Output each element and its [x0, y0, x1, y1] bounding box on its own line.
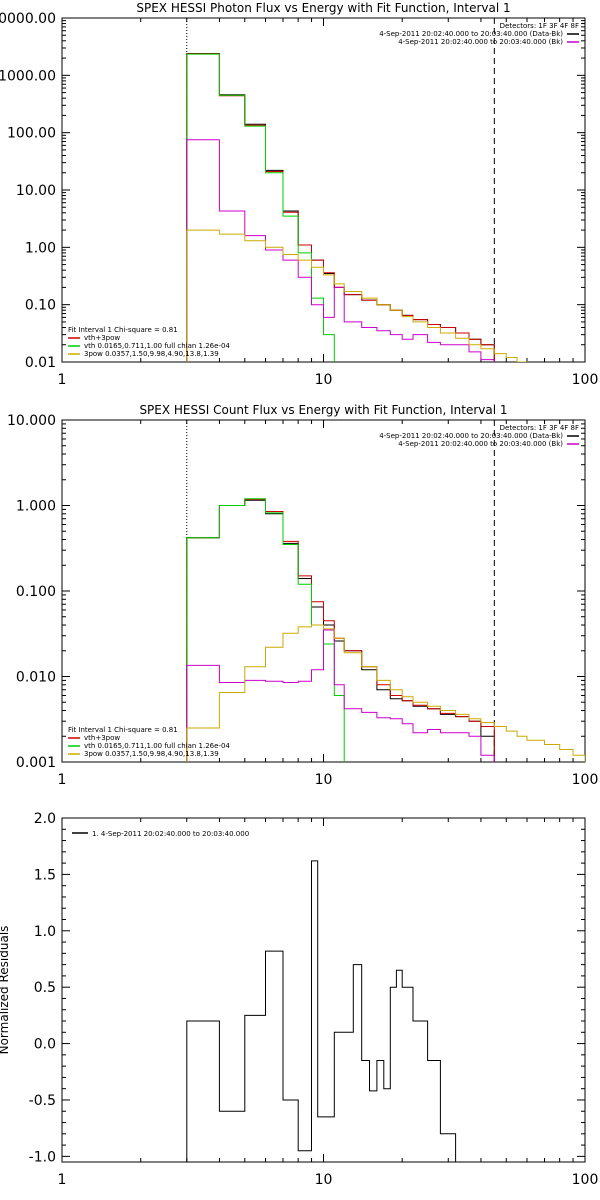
y-tick-label: 10000.00	[0, 11, 56, 27]
data-series-1	[186, 53, 495, 362]
y-axis-label: Normalized Residuals	[0, 926, 11, 1055]
legend-entry: vth 0.0165,0.711,1.00 full chian 1.26e-0…	[84, 342, 230, 350]
y-tick-label: 0.010	[16, 670, 56, 686]
x-tick-label: 100	[572, 372, 599, 388]
legend-entry: 4-Sep-2011 20:02:40.000 to 20:03:40.000 …	[379, 30, 563, 38]
series-group	[186, 53, 545, 362]
chart-title: SPEX HESSI Count Flux vs Energy with Fit…	[139, 403, 507, 417]
y-tick-label: 1.00	[25, 240, 56, 256]
panel-3: Normalized Residuals 1 10 100 -1.0 -0.5 0.0 0.5…	[0, 811, 598, 1188]
x-tick-label: 1	[58, 1172, 67, 1188]
plot-frame	[61, 817, 586, 1163]
y-tick-label: 2.0	[34, 811, 56, 827]
panel-2: SPEX HESSI Count Flux vs Energy with Fit…	[7, 403, 598, 788]
legend-entry: vth+3pow	[84, 734, 120, 742]
legend-entry: 3pow 0.0357,1.50,9.98,4.90,13.8,1.39	[84, 350, 219, 358]
legend-header: Fit Interval 1 Chi-square = 0.81	[68, 326, 178, 334]
y-tick-label: 0.01	[25, 355, 56, 371]
data-series-5	[186, 624, 585, 762]
legend-header: Detectors: 1F 3F 4F 8F	[500, 424, 579, 432]
y-tick-label: 0.0	[34, 1037, 56, 1053]
data-series-1	[186, 499, 495, 762]
y-tick-label: 10.00	[16, 183, 56, 199]
x-tick-label: 10	[315, 372, 333, 388]
series-group	[186, 860, 457, 1162]
x-tick-label: 100	[572, 772, 599, 788]
y-tick-label: 1.000	[16, 499, 56, 515]
legend-entry: vth 0.0165,0.711,1.00 full chian 1.26e-0…	[84, 742, 230, 750]
x-tick-label: 10	[315, 772, 333, 788]
y-tick-label: 0.001	[16, 755, 56, 771]
y-tick-label: 0.5	[34, 980, 56, 996]
legend-header: Detectors: 1F 3F 4F 8F	[500, 22, 579, 30]
data-series-3	[186, 498, 345, 762]
data-series-3	[186, 53, 335, 362]
series-group	[186, 498, 585, 762]
x-tick-label: 10	[315, 1172, 333, 1188]
legend-header: Fit Interval 1 Chi-square = 0.81	[68, 726, 178, 734]
x-tick-label: 1	[58, 372, 67, 388]
data-series-4	[186, 139, 495, 362]
y-tick-label: 1.5	[34, 867, 56, 883]
legend-entry: 1. 4-Sep-2011 20:02:40.000 to 20:03:40.0…	[92, 830, 249, 838]
x-tick-label: 1	[58, 772, 67, 788]
data-series-2	[186, 53, 495, 362]
data-series-4	[186, 629, 495, 762]
y-tick-label: 0.100	[16, 584, 56, 600]
y-tick-label: 100.00	[7, 126, 56, 142]
y-tick-label: 1000.00	[0, 68, 56, 84]
legend-entry: 3pow 0.0357,1.50,9.98,4.90,13.8,1.39	[84, 750, 219, 758]
legend-entry: 4-Sep-2011 20:02:40.000 to 20:03:40.000 …	[379, 432, 563, 440]
chart-title: SPEX HESSI Photon Flux vs Energy with Fi…	[136, 1, 510, 15]
data-series-5	[186, 229, 545, 362]
x-tick-label: 100	[572, 1172, 599, 1188]
data-series-2	[186, 498, 495, 762]
y-tick-label: 0.10	[25, 298, 56, 314]
legend-entry: 4-Sep-2011 20:02:40.000 to 20:03:40.000 …	[398, 440, 563, 448]
y-tick-label: 1.0	[34, 924, 56, 940]
legend-entry: 4-Sep-2011 20:02:40.000 to 20:03:40.000 …	[398, 38, 563, 46]
y-tick-label: 10.000	[7, 413, 56, 429]
legend-entry: vth+3pow	[84, 334, 120, 342]
y-tick-label: -0.5	[29, 1093, 56, 1109]
y-tick-label: -1.0	[29, 1149, 56, 1165]
data-series-1	[186, 860, 457, 1162]
panel-1: SPEX HESSI Photon Flux vs Energy with Fi…	[0, 1, 598, 388]
plot-frame	[61, 419, 586, 763]
